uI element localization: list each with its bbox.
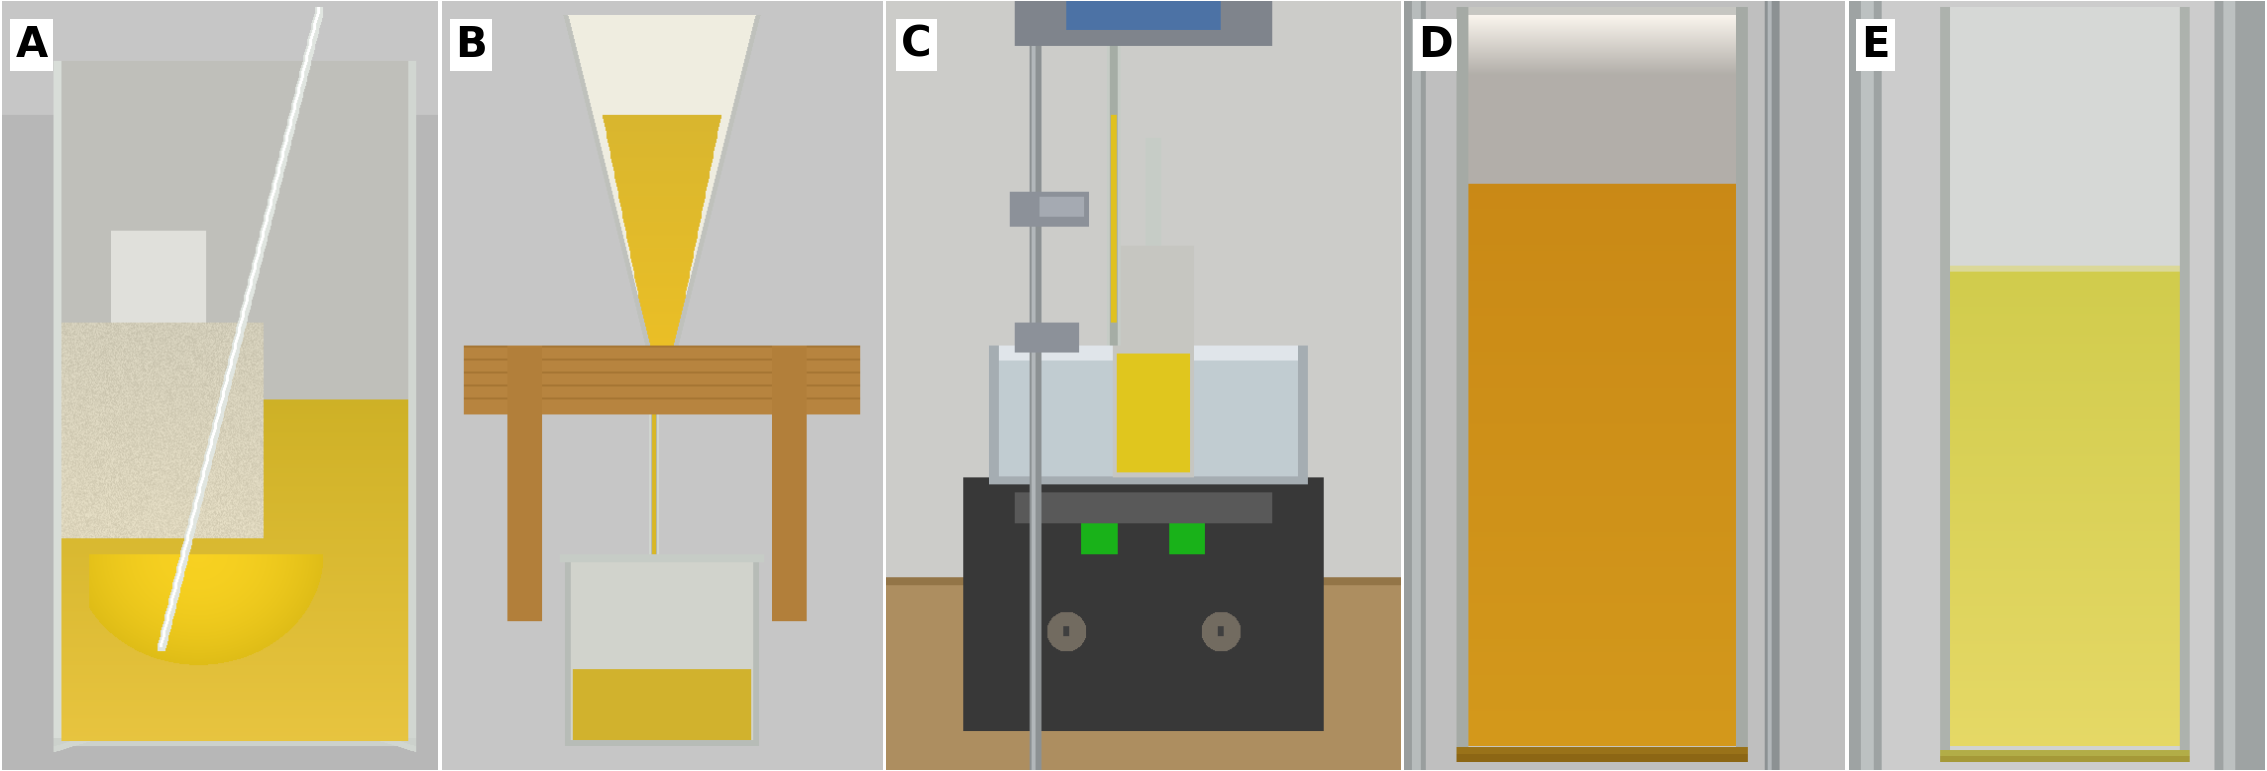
- Text: A: A: [16, 24, 48, 66]
- Text: E: E: [1861, 24, 1891, 66]
- Text: D: D: [1417, 24, 1453, 66]
- Text: B: B: [456, 24, 487, 66]
- Text: C: C: [902, 24, 932, 66]
